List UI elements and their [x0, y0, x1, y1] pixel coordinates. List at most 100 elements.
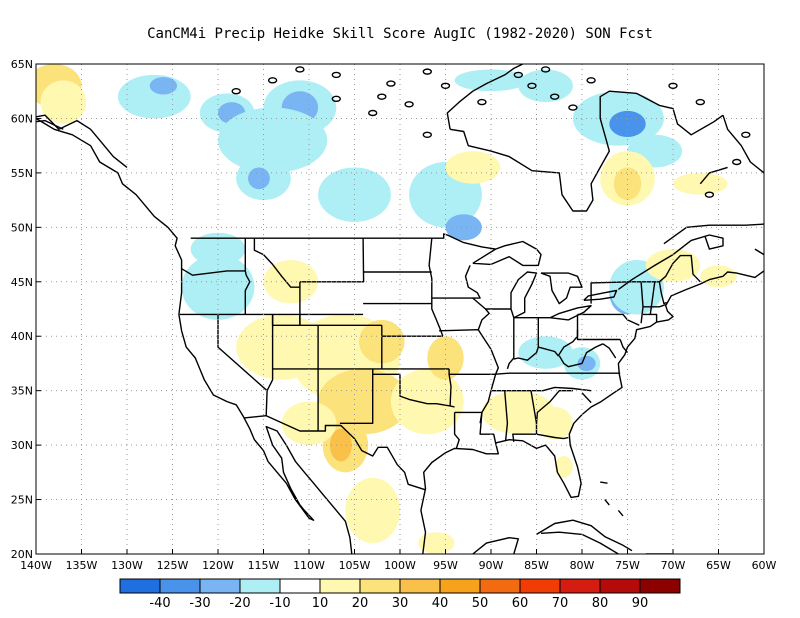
boundary-line: [549, 305, 592, 321]
lon-tick-label: 140W: [20, 559, 52, 572]
boundary-line: [722, 114, 764, 174]
colorbar-label: 20: [352, 596, 369, 611]
skill-patch: [281, 401, 337, 446]
colorbar-swatch: [519, 578, 561, 594]
colorbar: -40 -30 -20 -10 10 20 30 40 50 60 70 80 90: [119, 578, 681, 611]
lake-outline: [704, 191, 715, 198]
lon-tick-label: 115W: [248, 559, 280, 572]
colorbar-label: 60: [512, 596, 529, 611]
lake-outline: [586, 77, 596, 84]
lon-tick-label: 90W: [479, 559, 504, 572]
skill-patch: [427, 336, 464, 380]
boundary-line: [439, 329, 499, 424]
boundary-line: [449, 90, 724, 212]
boundary-line: [619, 339, 629, 354]
boundary-line: [181, 268, 246, 276]
lon-tick-label: 135W: [66, 559, 98, 572]
boundary-line: [617, 234, 724, 290]
skill-patch: [40, 80, 87, 124]
colorbar-swatch: [279, 578, 321, 594]
lat-lon-grid: [36, 64, 764, 554]
boundary-line: [617, 509, 624, 517]
colorbar-swatch: [159, 578, 201, 594]
boundary-line: [36, 117, 353, 554]
boundary-line: [454, 411, 497, 444]
boundary-line: [558, 343, 604, 368]
lake-outline: [732, 158, 742, 166]
boundary-line: [643, 313, 658, 323]
boundary-line: [576, 329, 621, 341]
boundary-line: [583, 289, 618, 301]
boundary-line: [244, 415, 426, 491]
lake-outline: [550, 93, 560, 100]
lake-outline: [440, 82, 451, 89]
boundary-line: [590, 254, 701, 304]
lon-tick-label: 60W: [752, 559, 777, 572]
boundary-line: [472, 297, 490, 330]
boundary-line: [339, 368, 374, 424]
boundary-line: [754, 248, 764, 256]
boundary-line: [448, 368, 452, 406]
boundary-line: [190, 233, 496, 250]
skill-patch: [554, 456, 573, 478]
lake-outline: [513, 71, 523, 79]
lake-outline: [331, 95, 341, 103]
skill-patch: [318, 368, 410, 435]
lake-outline: [404, 101, 414, 108]
lat-tick-label: 25N: [11, 494, 33, 507]
colorbar-label: -20: [229, 596, 250, 611]
skill-patch: [329, 428, 352, 462]
lake-outline: [368, 109, 378, 117]
lake-outline: [422, 131, 432, 138]
boundary-line: [36, 114, 128, 168]
colorbar-swatch: [479, 578, 521, 594]
colorbar-swatch: [639, 578, 681, 594]
skill-patch: [248, 167, 270, 190]
skill-patch: [390, 368, 464, 435]
lake-outline: [422, 68, 432, 75]
skill-patch: [445, 214, 482, 241]
boundary-line: [658, 281, 667, 305]
boundary-line: [536, 519, 633, 552]
colorbar-swatch: [119, 578, 161, 594]
boundary-line: [535, 390, 573, 424]
skill-patch: [536, 407, 573, 440]
boundary-line: [491, 386, 592, 392]
boundary-line: [506, 316, 515, 370]
colorbar-swatch: [319, 578, 361, 594]
colorbar-swatch: [599, 578, 641, 594]
lake-outline: [540, 66, 551, 73]
boundary-line: [602, 343, 617, 359]
boundary-line: [540, 531, 619, 554]
map-title: CanCM4i Precip Heidke Skill Score AugIC …: [147, 26, 653, 42]
boundary-line: [604, 499, 610, 506]
boundary-line: [36, 119, 64, 130]
lon-tick-label: 125W: [157, 559, 189, 572]
boundary-line: [265, 390, 268, 416]
lon-tick-label: 105W: [339, 559, 371, 572]
lat-tick-label: 55N: [11, 167, 33, 180]
boundary-line: [266, 314, 274, 392]
lat-tick-label: 60N: [11, 112, 33, 125]
axis-ticks: 140W 135W 130W 125W 120W 115W 110W 105W 100W 95W 9…: [11, 58, 777, 572]
boundary-line: [581, 392, 592, 404]
colorbar-label: 30: [392, 596, 409, 611]
lon-tick-label: 130W: [111, 559, 143, 572]
boundary-line: [253, 238, 300, 288]
boundary-line: [420, 270, 764, 554]
lake-outline: [695, 98, 705, 106]
colorbar-label: 80: [592, 596, 609, 611]
colorbar-swatch: [239, 578, 281, 594]
boundary-line: [428, 238, 444, 337]
lake-outline: [231, 88, 241, 95]
lon-tick-label: 85W: [524, 559, 549, 572]
boundary-line: [431, 265, 481, 299]
colorbar-swatch: [559, 578, 601, 594]
skill-patch: [645, 249, 701, 282]
skill-patch: [700, 265, 737, 288]
colorbar-swatch: [359, 578, 401, 594]
boundary-line: [649, 281, 656, 315]
boundary-line: [699, 166, 728, 185]
boundary-line: [536, 433, 569, 440]
boundary-line: [244, 238, 251, 315]
